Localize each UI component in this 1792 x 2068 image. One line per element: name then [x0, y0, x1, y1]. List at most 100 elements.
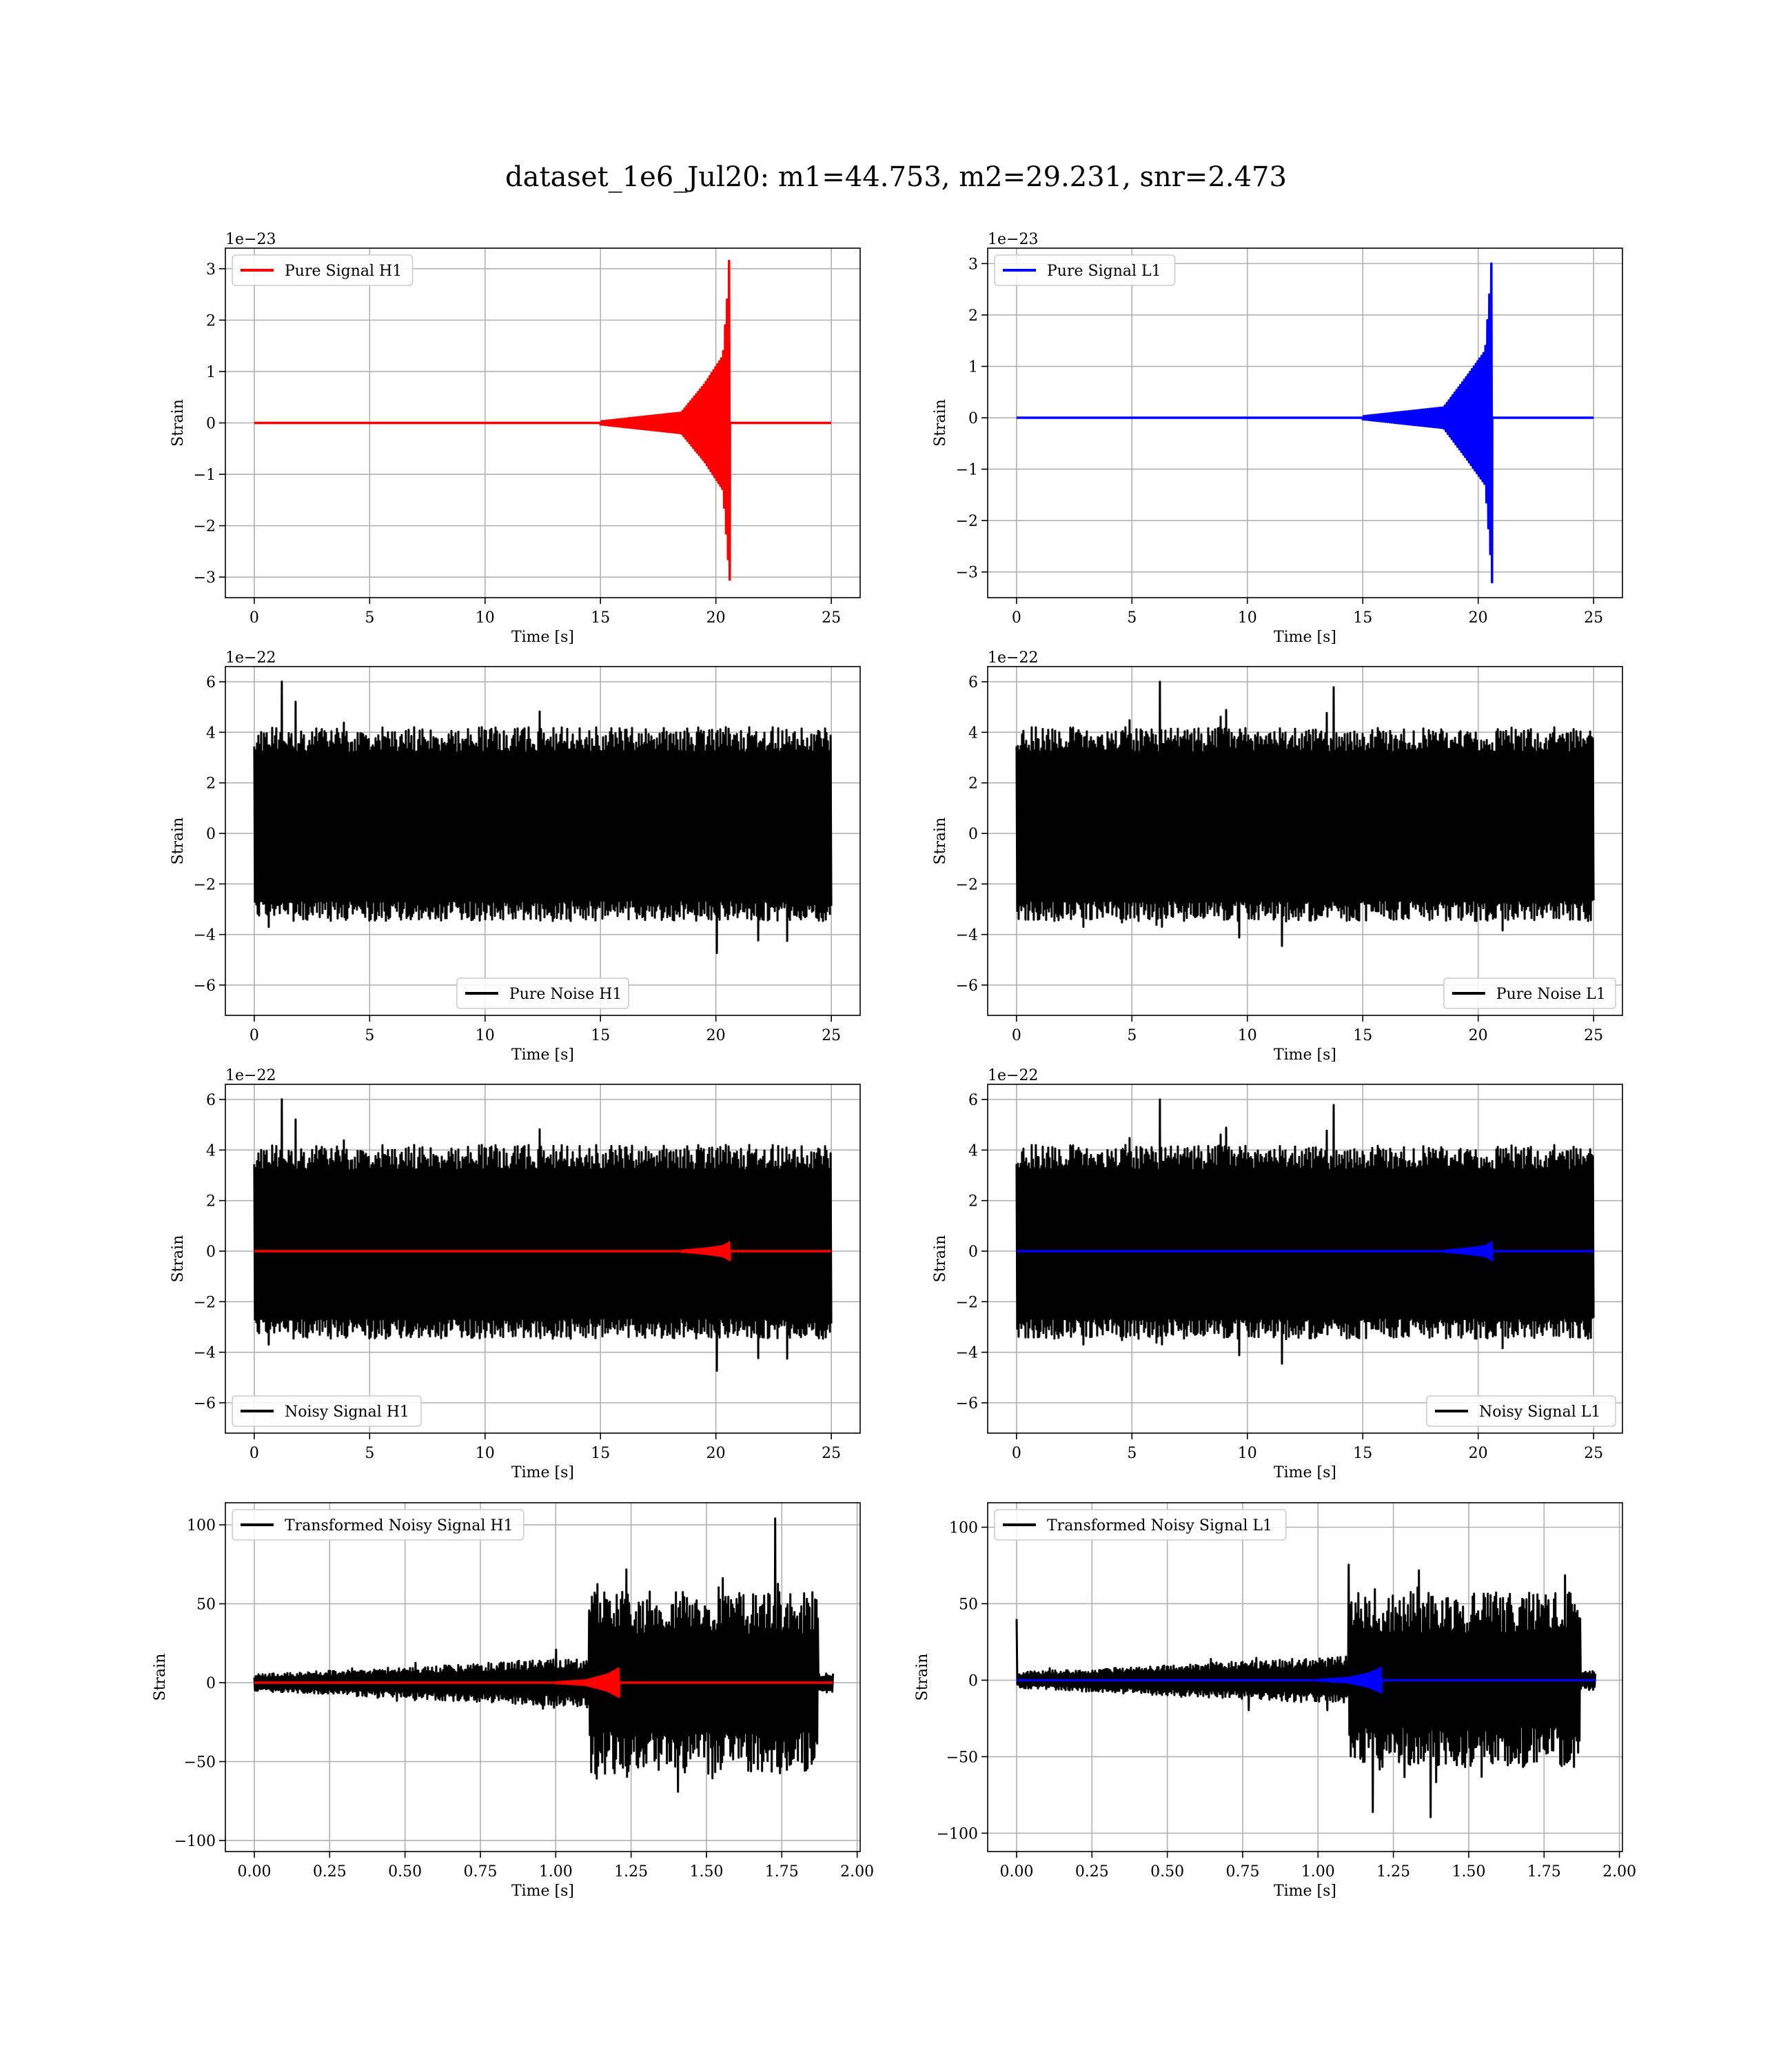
x-tick-label: 15	[591, 1445, 610, 1462]
x-axis-label: Time [s]	[511, 1046, 574, 1064]
axis-offset-text: 1e−22	[225, 649, 276, 667]
y-axis-label: Strain	[170, 399, 187, 447]
figure-title: dataset_1e6_Jul20: m1=44.753, m2=29.231,…	[505, 161, 1287, 193]
y-tick-label: 100	[187, 1517, 216, 1534]
x-tick-label: 0.75	[463, 1863, 497, 1881]
legend-label: Noisy Signal L1	[1479, 1403, 1600, 1421]
y-tick-label: −3	[194, 569, 216, 587]
y-tick-label: 1	[968, 358, 978, 376]
y-axis-label: Strain	[170, 818, 187, 865]
y-tick-label: −4	[956, 927, 978, 944]
y-tick-label: −100	[937, 1825, 978, 1843]
axes-frame	[225, 1084, 861, 1434]
x-tick-label: 25	[1584, 609, 1603, 627]
y-tick-label: 6	[206, 674, 216, 691]
series-line	[254, 1241, 832, 1261]
series-line	[254, 1667, 834, 1699]
y-tick-label: 2	[968, 1193, 978, 1210]
x-tick-label: 0.00	[999, 1863, 1033, 1881]
axis-offset-text: 1e−22	[988, 649, 1038, 667]
x-tick-label: 5	[1127, 609, 1137, 627]
x-axis-label: Time [s]	[511, 629, 574, 646]
x-tick-label: 25	[1584, 1445, 1603, 1462]
legend-label: Transformed Noisy Signal H1	[285, 1517, 513, 1534]
x-tick-label: 25	[822, 609, 841, 627]
x-tick-label: 0.25	[1075, 1863, 1109, 1881]
y-tick-label: 6	[968, 1092, 978, 1109]
y-tick-label: −50	[946, 1749, 978, 1766]
legend: Pure Signal H1	[232, 254, 414, 286]
y-axis-label: Strain	[170, 1235, 187, 1283]
x-axis-label: Time [s]	[1274, 629, 1336, 646]
y-tick-label: 4	[968, 1142, 978, 1159]
x-tick-label: 0.50	[1150, 1863, 1184, 1881]
axis-offset-text: 1e−23	[988, 231, 1038, 248]
x-tick-label: 20	[1469, 1445, 1488, 1462]
legend-box	[232, 1509, 525, 1541]
legend-box	[1426, 1395, 1616, 1427]
legend: Pure Noise H1	[456, 977, 629, 1009]
y-tick-label: −2	[194, 876, 216, 893]
legend-box	[232, 1395, 422, 1427]
y-tick-label: 0	[968, 1672, 978, 1690]
subplot-1: 0 5 10 15 20 25 −3 −2 −1 0 1 2 3 1e−23 Time [s] Strain P…	[170, 231, 861, 646]
x-tick-label: 1.50	[1452, 1863, 1485, 1881]
y-tick-label: 0	[206, 1244, 216, 1261]
series-line	[1016, 262, 1594, 584]
y-axis-label: Strain	[932, 818, 949, 865]
x-tick-label: 1.50	[689, 1863, 723, 1881]
x-tick-label: 0	[1012, 1027, 1021, 1044]
series-line	[253, 1517, 835, 1793]
x-tick-label: 1.00	[539, 1863, 573, 1881]
x-tick-label: 1.25	[614, 1863, 648, 1881]
x-tick-label: 5	[365, 609, 374, 627]
y-tick-label: 0	[968, 1244, 978, 1261]
x-tick-label: 0.50	[388, 1863, 422, 1881]
legend: Transformed Noisy Signal H1	[232, 1509, 525, 1541]
x-axis-label: Time [s]	[511, 1883, 574, 1900]
legend: Pure Noise L1	[1443, 977, 1616, 1009]
x-tick-label: 0	[250, 609, 259, 627]
subplot-6: 0 5 10 15 20 25 −6 −4 −2 0 2 4 6 1e−22 Time [s] Strain N…	[932, 1067, 1623, 1481]
plot-area	[1015, 680, 1595, 947]
series-line	[1016, 1241, 1594, 1261]
plot-area	[254, 259, 832, 581]
legend-box	[994, 1509, 1287, 1541]
subplot-2: 0 5 10 15 20 25 −3 −2 −1 0 1 2 3 1e−23 Time [s] Strain P…	[932, 231, 1623, 646]
x-tick-label: 1.75	[765, 1863, 799, 1881]
x-tick-label: 20	[706, 1027, 726, 1044]
axes-frame	[987, 666, 1623, 1016]
series-line	[1015, 1563, 1597, 1818]
legend: Noisy Signal H1	[232, 1395, 422, 1427]
x-tick-label: 0	[250, 1027, 259, 1044]
axes-frame	[225, 1502, 861, 1852]
legend: Transformed Noisy Signal L1	[994, 1509, 1287, 1541]
subplot-5: 0 5 10 15 20 25 −6 −4 −2 0 2 4 6 1e−22 Time [s] Strain N…	[170, 1067, 861, 1481]
subplot-3: 0 5 10 15 20 25 −6 −4 −2 0 2 4 6 1e−22 Time [s] Strain P…	[170, 649, 861, 1064]
x-tick-label: 1.25	[1376, 1863, 1410, 1881]
subplot-7: 0.00 0.25 0.50 0.75 1.00 1.25 1.50 1.75 2.00 −100…	[152, 1502, 874, 1900]
x-tick-label: 2.00	[1602, 1863, 1636, 1881]
y-tick-label: 100	[949, 1520, 978, 1537]
series-line	[253, 680, 833, 954]
y-tick-label: −6	[194, 977, 216, 995]
axes-frame	[987, 247, 1623, 598]
y-tick-label: −2	[956, 876, 978, 893]
legend-label: Transformed Noisy Signal L1	[1047, 1517, 1272, 1534]
series-line	[254, 259, 832, 581]
x-tick-label: 15	[1353, 1445, 1372, 1462]
x-tick-label: 10	[476, 1027, 495, 1044]
x-tick-label: 5	[1127, 1027, 1137, 1044]
x-tick-label: 5	[365, 1445, 374, 1462]
x-tick-label: 25	[1584, 1027, 1603, 1044]
y-tick-label: −4	[194, 1345, 216, 1362]
x-tick-label: 15	[1353, 1027, 1372, 1044]
y-tick-label: −2	[194, 1294, 216, 1311]
y-tick-label: 3	[968, 256, 978, 273]
plot-area	[253, 1517, 835, 1793]
x-tick-label: 1.75	[1527, 1863, 1561, 1881]
series-line	[253, 1098, 833, 1372]
legend-box	[232, 254, 414, 286]
y-axis-label: Strain	[932, 399, 949, 447]
